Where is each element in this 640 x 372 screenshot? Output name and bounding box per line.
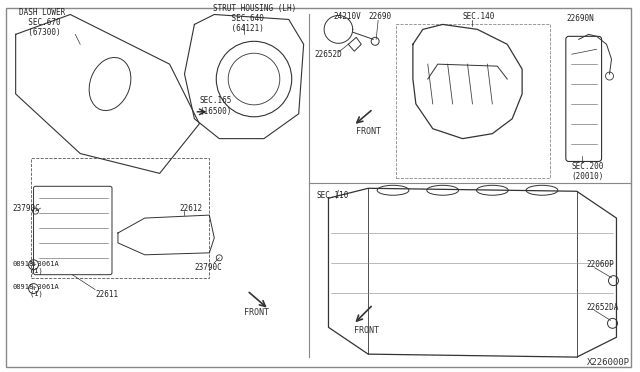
Text: 22690N: 22690N [567, 14, 595, 23]
Text: SEC.200
(20010): SEC.200 (20010) [572, 162, 604, 181]
Text: 22612: 22612 [180, 203, 203, 213]
Text: STRUT HOUSING (LH)
    SEC.640
    (64121): STRUT HOUSING (LH) SEC.640 (64121) [213, 4, 296, 33]
Text: 24210V: 24210V [333, 12, 361, 21]
Text: 08918-3061A
    (1): 08918-3061A (1) [13, 284, 60, 297]
Text: DASH LOWER
  SEC.670
  (67300): DASH LOWER SEC.670 (67300) [19, 7, 65, 37]
Text: FRONT: FRONT [354, 326, 379, 335]
Text: SEC.110: SEC.110 [317, 191, 349, 200]
Text: SEC.165
(16500): SEC.165 (16500) [200, 96, 232, 116]
Text: 23790C: 23790C [195, 263, 222, 272]
Text: 08918-3061A
    (1): 08918-3061A (1) [13, 261, 60, 275]
Text: FRONT: FRONT [356, 127, 381, 136]
Bar [396, 25, 550, 178]
Text: FRONT: FRONT [244, 308, 269, 317]
Text: 22652D: 22652D [315, 50, 342, 59]
Text: SEC.140: SEC.140 [463, 12, 495, 21]
Text: 22611: 22611 [95, 290, 118, 299]
Text: 23790C: 23790C [13, 203, 40, 213]
Text: 22060P: 22060P [587, 260, 614, 269]
Text: N: N [32, 262, 35, 267]
Bar [31, 158, 209, 278]
Text: X226000P: X226000P [587, 357, 630, 366]
Text: N: N [32, 286, 35, 291]
Text: 22652DA: 22652DA [587, 303, 619, 312]
Text: 22690: 22690 [368, 12, 391, 21]
